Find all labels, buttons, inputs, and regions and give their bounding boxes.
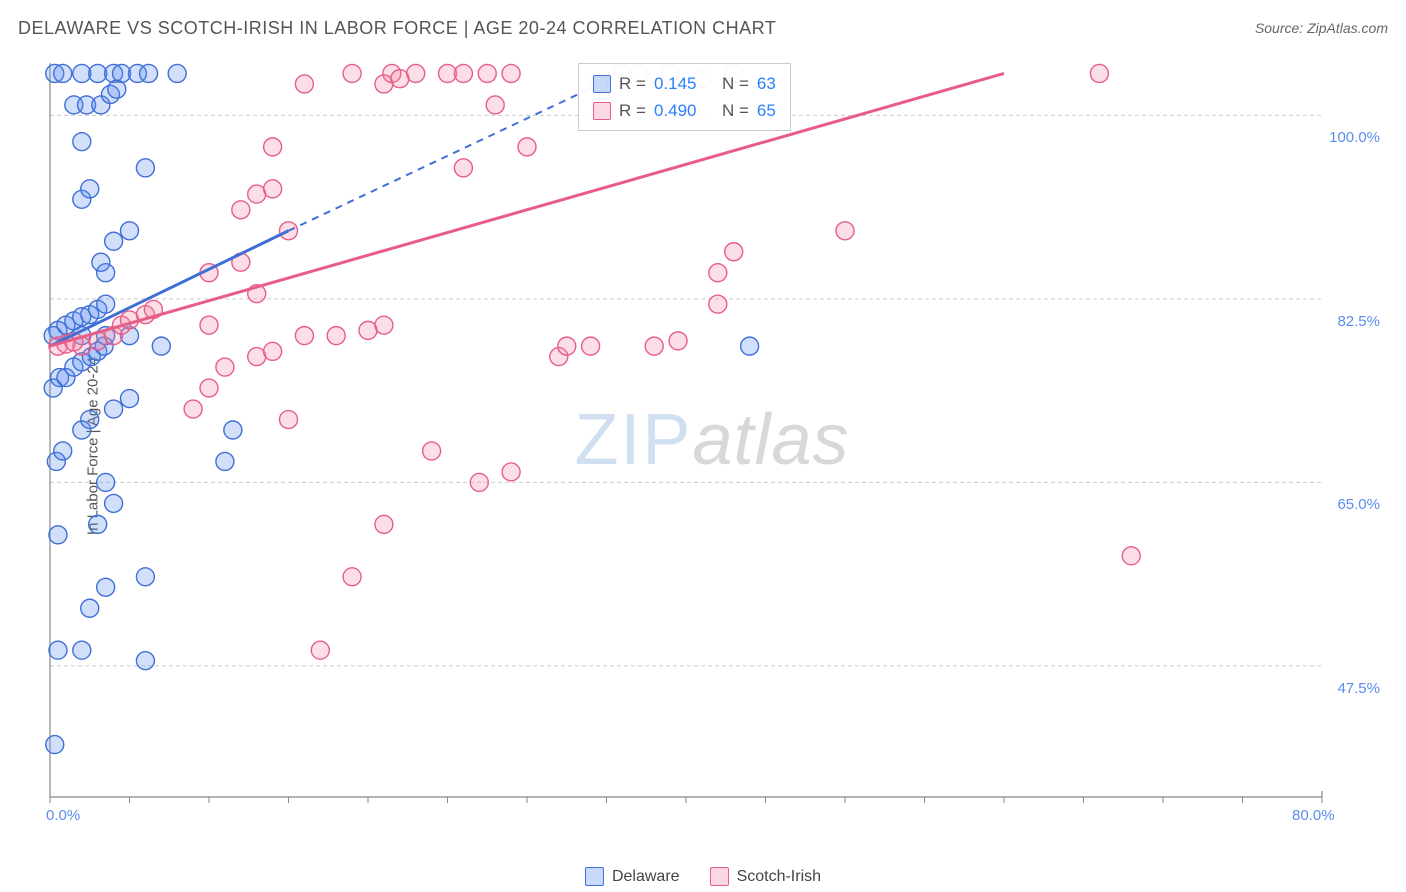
x-tick-label: 0.0% <box>46 807 80 824</box>
chart-svg <box>42 55 1382 825</box>
y-tick-label: 100.0% <box>1329 129 1380 146</box>
stats-r-value: 0.490 <box>654 97 697 124</box>
stats-n-value: 65 <box>757 97 776 124</box>
chart-title: DELAWARE VS SCOTCH-IRISH IN LABOR FORCE … <box>18 18 776 38</box>
stats-r-label: R = <box>619 70 646 97</box>
stats-r-value: 0.145 <box>654 70 697 97</box>
scatter-plot: ZIPatlas R = 0.145 N = 63R = 0.490 N = 6… <box>42 55 1382 825</box>
stats-n-label: N = <box>722 97 749 124</box>
legend-label: Delaware <box>612 868 680 886</box>
series-swatch <box>593 75 611 93</box>
y-tick-label: 82.5% <box>1337 313 1380 330</box>
source-label: Source: ZipAtlas.com <box>1255 20 1388 36</box>
stats-n-value: 63 <box>757 70 776 97</box>
legend-swatch <box>710 867 729 886</box>
stats-row: R = 0.145 N = 63 <box>593 70 776 97</box>
x-tick-label: 80.0% <box>1292 807 1335 824</box>
y-tick-label: 47.5% <box>1337 680 1380 697</box>
legend-item: Scotch-Irish <box>710 867 821 886</box>
stats-row: R = 0.490 N = 65 <box>593 97 776 124</box>
legend-label: Scotch-Irish <box>737 868 821 886</box>
y-tick-label: 65.0% <box>1337 496 1380 513</box>
stats-n-label: N = <box>722 70 749 97</box>
legend: Delaware Scotch-Irish <box>585 867 821 886</box>
stats-box: R = 0.145 N = 63R = 0.490 N = 65 <box>578 63 791 131</box>
legend-item: Delaware <box>585 867 680 886</box>
series-swatch <box>593 102 611 120</box>
stats-r-label: R = <box>619 97 646 124</box>
legend-swatch <box>585 867 604 886</box>
